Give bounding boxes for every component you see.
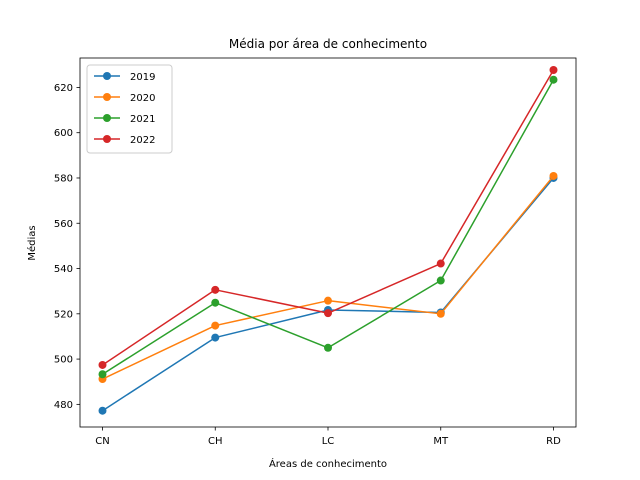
data-point-2021 bbox=[436, 276, 445, 285]
data-point-2022 bbox=[324, 309, 332, 318]
y-tick-label: 480 bbox=[54, 400, 73, 411]
x-tick-label: CH bbox=[208, 436, 223, 447]
data-point-2019 bbox=[211, 333, 220, 342]
legend-label-2021: 2021 bbox=[130, 114, 155, 125]
data-point-2020 bbox=[324, 296, 332, 305]
data-point-2021 bbox=[211, 298, 220, 307]
data-point-2021 bbox=[98, 370, 107, 379]
data-point-2022 bbox=[549, 65, 558, 74]
y-tick-label: 600 bbox=[54, 128, 73, 139]
plot-area: CN CH LC MT RD 480 500 520 540 560 580 600 620 bbox=[54, 65, 561, 447]
data-point-2021 bbox=[324, 343, 332, 352]
legend-box bbox=[86, 64, 173, 154]
y-tick-label: 520 bbox=[54, 309, 73, 320]
data-point-2022 bbox=[98, 360, 107, 369]
data-point-2022 bbox=[211, 285, 220, 294]
y-axis-label: Médias bbox=[26, 225, 38, 260]
x-tick-label: RD bbox=[546, 436, 561, 447]
data-point-2019 bbox=[98, 406, 107, 415]
x-tick-label: LC bbox=[322, 436, 335, 447]
chart-title: Média por área de conhecimento bbox=[229, 37, 427, 51]
data-point-2022 bbox=[436, 259, 445, 268]
data-point-2020 bbox=[436, 309, 445, 318]
legend-marker-2022 bbox=[103, 135, 111, 143]
legend-marker-2021 bbox=[103, 114, 111, 122]
y-tick-label: 540 bbox=[54, 264, 73, 275]
legend-marker-2020 bbox=[103, 93, 111, 101]
legend-label-2022: 2022 bbox=[130, 135, 155, 146]
y-tick-label: 560 bbox=[54, 219, 73, 230]
y-tick-label: 500 bbox=[54, 355, 73, 366]
x-tick-label: MT bbox=[433, 436, 449, 447]
data-point-2020 bbox=[549, 171, 558, 180]
legend-marker-2019 bbox=[103, 72, 111, 80]
x-tick-label: CN bbox=[95, 436, 109, 447]
y-tick-label: 620 bbox=[54, 83, 73, 94]
data-point-2021 bbox=[549, 75, 558, 84]
y-tick-label: 580 bbox=[54, 173, 73, 184]
legend-label-2019: 2019 bbox=[130, 72, 155, 83]
legend: 2019 2020 2021 2022 bbox=[86, 64, 173, 154]
x-axis-label: Áreas de conhecimento bbox=[269, 457, 387, 470]
data-point-2020 bbox=[211, 321, 220, 330]
legend-label-2020: 2020 bbox=[130, 93, 155, 104]
plot-frame bbox=[79, 57, 577, 428]
